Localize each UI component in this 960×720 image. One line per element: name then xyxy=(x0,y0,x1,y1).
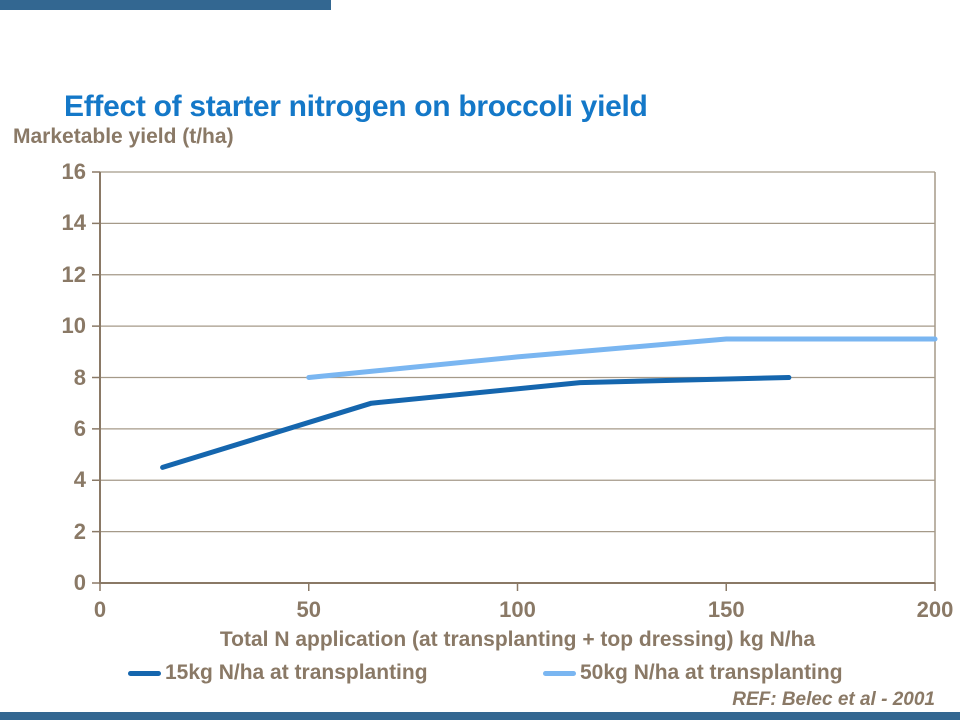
x-tick-label: 150 xyxy=(707,597,745,622)
y-axis-title: Marketable yield (t/ha) xyxy=(13,125,234,148)
slide-title: Effect of starter nitrogen on broccoli y… xyxy=(64,90,648,124)
y-tick-label: 0 xyxy=(73,570,86,595)
x-tick-label: 0 xyxy=(93,597,107,622)
series-line-2 xyxy=(306,336,938,380)
x-tick-label: 100 xyxy=(499,597,536,622)
legend-item-15kg: 15kg N/ha at transplanting xyxy=(128,660,428,686)
y-tick-label: 16 xyxy=(61,159,86,184)
y-tick-label: 12 xyxy=(61,261,86,287)
series-line-1 xyxy=(160,375,792,470)
y-tick-label: 2 xyxy=(73,518,86,544)
x-axis-title: Total N application (at transplanting + … xyxy=(219,628,816,651)
legend-item-50kg: 50kg N/ha at transplanting xyxy=(543,660,843,686)
legend-swatch-50kg xyxy=(543,670,576,676)
y-tick-label: 8 xyxy=(73,364,86,390)
y-tick-label: 14 xyxy=(61,210,86,236)
x-tick-label: 200 xyxy=(916,597,954,622)
x-tick-label: 50 xyxy=(296,597,321,622)
legend-swatch-15kg xyxy=(128,670,161,676)
reference-citation: REF: Belec et al - 2001 xyxy=(732,689,935,710)
y-tick-label: 10 xyxy=(61,313,86,339)
y-tick-label: 6 xyxy=(73,415,86,441)
bottom-accent-bar xyxy=(0,712,960,720)
legend-label-50kg: 50kg N/ha at transplanting xyxy=(580,661,843,684)
top-accent-bar xyxy=(0,0,331,10)
y-tick-label: 4 xyxy=(73,467,86,493)
legend-label-15kg: 15kg N/ha at transplanting xyxy=(165,661,428,684)
